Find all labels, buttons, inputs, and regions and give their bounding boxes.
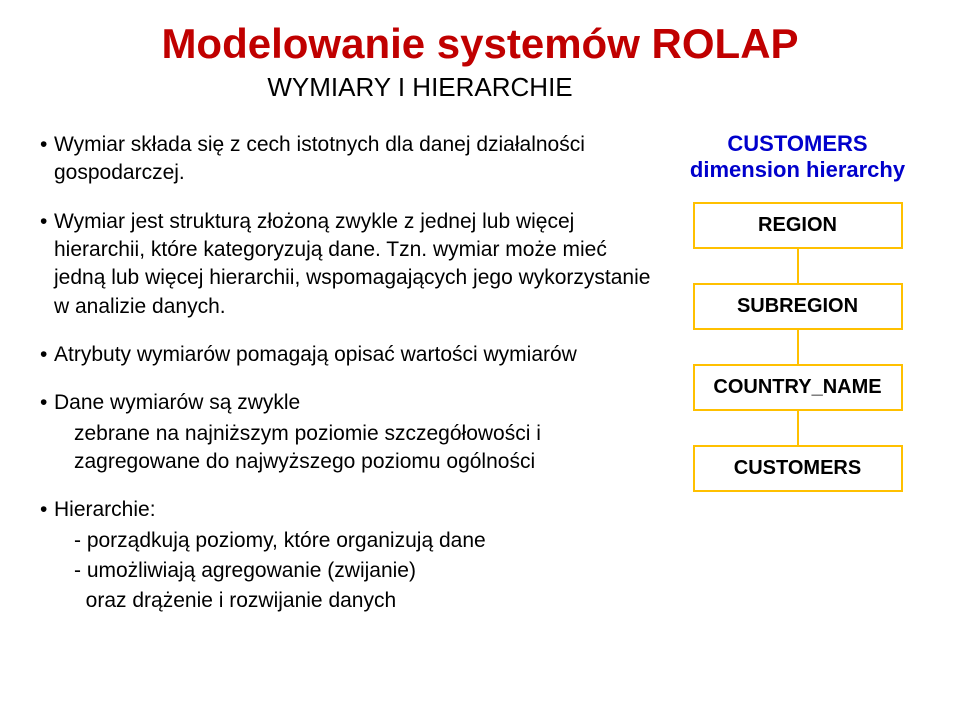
bullet-item: Dane wymiarów są zwykle zebrane na najni… (40, 389, 655, 476)
hierarchy-connector (797, 249, 799, 283)
text-column: Wymiar składa się z cech istotnych dla d… (40, 131, 655, 636)
slide-subtitle: WYMIARY I HIERARCHIE (0, 72, 920, 103)
bullet-continuation: zebrane na najniższym poziomie szczegóło… (54, 420, 655, 477)
slide-container: Modelowanie systemów ROLAP WYMIARY I HIE… (0, 0, 960, 720)
bullet-item: Atrybuty wymiarów pomagają opisać wartoś… (40, 341, 655, 369)
bullet-text: Wymiar składa się z cech istotnych dla d… (54, 133, 585, 184)
diagram-title: CUSTOMERS dimension hierarchy (690, 131, 905, 184)
diagram-title-line2: dimension hierarchy (690, 157, 905, 182)
bullet-text: Atrybuty wymiarów pomagają opisać wartoś… (54, 343, 577, 366)
bullet-item: Hierarchie: - porządkują poziomy, które … (40, 496, 655, 615)
bullet-text: Dane wymiarów są zwykle (54, 391, 300, 414)
sub-bullet: oraz drążenie i rozwijanie danych (54, 587, 655, 615)
sub-bullet: - porządkują poziomy, które organizują d… (54, 527, 655, 555)
hierarchy-diagram: CUSTOMERS dimension hierarchy REGION SUB… (675, 131, 920, 636)
bullet-item: Wymiar składa się z cech istotnych dla d… (40, 131, 655, 188)
hierarchy-box: CUSTOMERS (693, 445, 903, 492)
sub-bullet: - umożliwiają agregowanie (zwijanie) (54, 557, 655, 585)
hierarchy-connector (797, 330, 799, 364)
diagram-title-line1: CUSTOMERS (727, 131, 867, 156)
bullet-item: Wymiar jest strukturą złożoną zwykle z j… (40, 208, 655, 321)
hierarchy-connector (797, 411, 799, 445)
content-row: Wymiar składa się z cech istotnych dla d… (40, 131, 920, 636)
bullet-text: Wymiar jest strukturą złożoną zwykle z j… (54, 210, 650, 318)
slide-title: Modelowanie systemów ROLAP (40, 20, 920, 68)
hierarchy-box: REGION (693, 202, 903, 249)
bullet-text: Hierarchie: (54, 498, 156, 521)
hierarchy-box: SUBREGION (693, 283, 903, 330)
hierarchy-box: COUNTRY_NAME (693, 364, 903, 411)
